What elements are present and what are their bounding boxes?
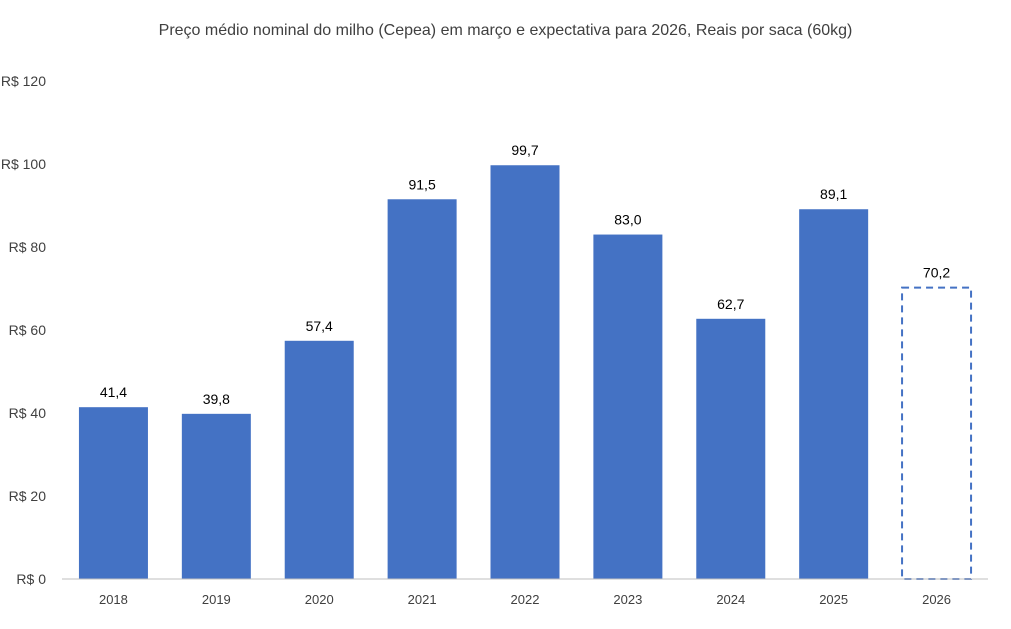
x-tick-label: 2020 [305,592,334,607]
data-label: 70,2 [923,265,950,281]
x-tick-label: 2019 [202,592,231,607]
bar-2020 [284,340,354,579]
bar-2018 [78,407,148,579]
y-tick-label: R$ 120 [1,73,46,89]
x-tick-label: 2024 [716,592,745,607]
y-tick-label: R$ 0 [16,571,46,587]
bar-projected-2026 [901,286,973,580]
bar-2023 [593,234,663,580]
x-tick-label: 2022 [511,592,540,607]
x-tick-label: 2023 [613,592,642,607]
data-label: 57,4 [306,318,333,334]
data-label: 89,1 [820,186,847,202]
bar-2021 [387,199,457,579]
y-tick-label: R$ 100 [1,156,46,172]
bar-2024 [696,318,766,579]
data-label: 83,0 [614,212,641,228]
bar-2022 [490,165,560,579]
data-label: 99,7 [511,142,538,158]
data-label: 41,4 [100,384,127,400]
bar-2025 [799,209,869,580]
bar-2019 [181,413,251,579]
x-tick-label: 2018 [99,592,128,607]
y-tick-label: R$ 60 [9,322,47,338]
x-tick-label: 2026 [922,592,951,607]
chart-title: Preço médio nominal do milho (Cepea) em … [158,22,853,39]
y-tick-label: R$ 40 [9,405,47,421]
x-tick-label: 2021 [408,592,437,607]
data-label: 91,5 [408,176,435,192]
data-label: 62,7 [717,296,744,312]
x-tick-label: 2025 [819,592,848,607]
y-tick-label: R$ 80 [9,239,47,255]
data-label: 39,8 [203,391,230,407]
y-tick-label: R$ 20 [9,488,47,504]
